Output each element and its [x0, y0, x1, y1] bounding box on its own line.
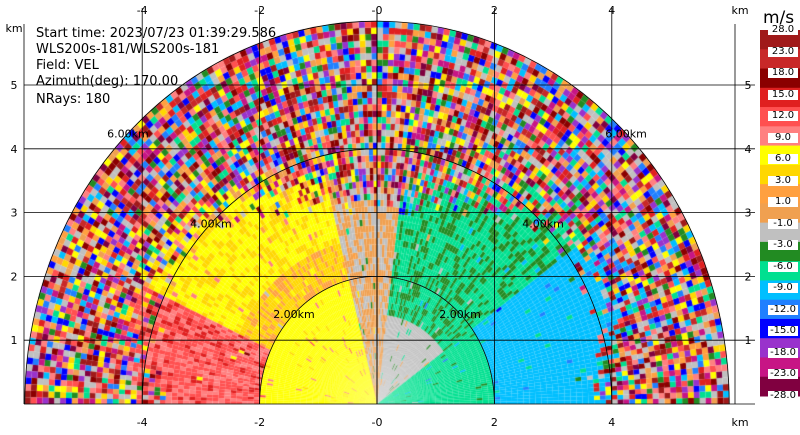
y-tick-label-left: 5: [11, 79, 18, 92]
range-ring: [259, 276, 495, 405]
colorbar-tick-label: -3.0: [768, 240, 798, 251]
range-ring-label: 2.00km: [273, 308, 315, 321]
colorbar-tick-label: 15.0: [768, 89, 798, 100]
x-tick-label-bottom: -4: [137, 416, 148, 429]
y-tick-label-right: 5: [745, 79, 752, 92]
colorbar-tick-label: -28.0: [768, 391, 798, 401]
range-ring-label: 6.00km: [605, 127, 647, 140]
colorbar-block: [760, 203, 800, 224]
x-tick-label-top: -2: [254, 4, 265, 17]
colorbar-tick-label: 18.0: [768, 68, 798, 79]
range-ring: [141, 148, 613, 405]
colorbar-tick-label: 6.0: [768, 154, 798, 165]
colorbar-unit-label: m/s: [763, 8, 795, 28]
colorbar-tick-label: -12.0: [768, 304, 798, 315]
range-ring-label: 4.00km: [522, 218, 564, 231]
azimuth-label: Azimuth(deg): 170.00: [36, 74, 179, 89]
x-tick-label-bottom: -0: [372, 416, 383, 429]
colorbar-tick-label: -15.0: [768, 326, 798, 337]
x-tick-label-bottom: 2: [491, 416, 498, 429]
x-tick-label-top: -0: [372, 4, 383, 17]
colorbar-tick-label: 9.0: [768, 132, 798, 143]
colorbar-tick-label: -6.0: [768, 261, 798, 272]
instrument-label: WLS200s-181/WLS200s-181: [36, 42, 220, 57]
range-ring-label: 2.00km: [439, 308, 481, 321]
y-tick-label-right: 4: [745, 143, 752, 156]
colorbar-tick-label: 12.0: [768, 111, 798, 122]
y-tick-label-left: 4: [11, 143, 18, 156]
colorbar-tick-label: -23.0: [768, 369, 798, 380]
x-tick-label-bottom: -2: [254, 416, 265, 429]
y-tick-label-right: 2: [745, 270, 752, 283]
y-tick-label-right: 3: [745, 207, 752, 220]
colorbar-tick-label: 3.0: [768, 175, 798, 186]
y-tick-label-left: 2: [11, 270, 18, 283]
start-time-label: Start time: 2023/07/23 01:39:29.586: [36, 26, 277, 41]
colorbar-tick-label: 23.0: [768, 46, 798, 57]
axis-unit-label: km: [731, 4, 748, 17]
x-tick-label-top: -4: [137, 4, 148, 17]
colorbar-tick-label: -1.0: [768, 218, 798, 229]
range-ring-label: 4.00km: [190, 218, 232, 231]
x-tick-label-top: 4: [608, 4, 615, 17]
axis-unit-label: km: [5, 22, 22, 35]
y-tick-label-left: 3: [11, 207, 18, 220]
nrays-label: NRays: 180: [36, 92, 111, 107]
field-label: Field: VEL: [36, 58, 99, 73]
colorbar-tick-label: -9.0: [768, 283, 798, 294]
range-ring: [24, 20, 730, 405]
y-tick-label-right: 1: [745, 334, 752, 347]
y-tick-label-left: 1: [11, 334, 18, 347]
colorbar-tick-label: -18.0: [768, 347, 798, 358]
x-tick-label-bottom: 4: [608, 416, 615, 429]
axis-unit-label: km: [731, 416, 748, 429]
colorbar-tick-label: 28.0: [768, 25, 798, 35]
colorbar-tick-label: 1.0: [768, 197, 798, 208]
x-tick-label-top: 2: [491, 4, 498, 17]
range-ring-label: 6.00km: [107, 127, 149, 140]
